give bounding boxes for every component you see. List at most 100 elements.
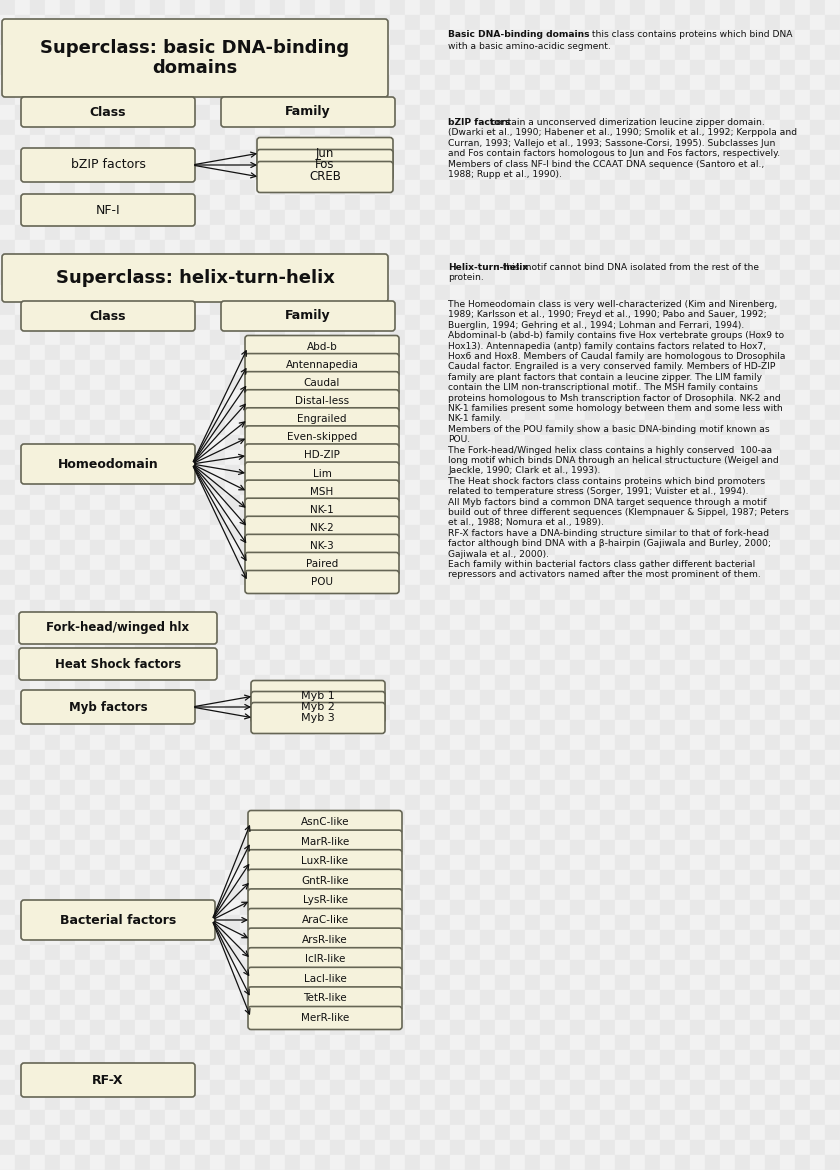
Bar <box>210 555 225 570</box>
Bar <box>180 255 195 270</box>
Bar <box>630 510 645 525</box>
Bar <box>465 945 480 961</box>
Bar <box>585 225 600 240</box>
Bar <box>720 720 735 735</box>
Bar <box>45 300 60 315</box>
Bar <box>765 345 780 360</box>
Bar <box>615 885 630 900</box>
Bar <box>480 44 495 60</box>
Bar <box>525 60 540 75</box>
Bar <box>795 105 810 121</box>
Bar <box>150 645 165 660</box>
Bar <box>825 44 840 60</box>
Bar <box>480 60 495 75</box>
Bar <box>360 345 375 360</box>
Bar <box>285 510 300 525</box>
Bar <box>495 1020 510 1035</box>
Bar <box>420 360 435 376</box>
Bar <box>360 1126 375 1140</box>
Bar <box>180 541 195 555</box>
Bar <box>345 945 360 961</box>
Bar <box>795 1020 810 1035</box>
Bar <box>600 629 615 645</box>
Bar <box>180 345 195 360</box>
Bar <box>750 195 765 209</box>
Bar <box>30 180 45 195</box>
Bar <box>750 1126 765 1140</box>
Bar <box>675 629 690 645</box>
Bar <box>705 885 720 900</box>
Bar <box>735 390 750 405</box>
Bar <box>630 555 645 570</box>
Bar <box>540 961 555 975</box>
Bar <box>750 60 765 75</box>
Bar <box>555 706 570 720</box>
Bar <box>510 285 525 300</box>
Bar <box>495 885 510 900</box>
Bar <box>390 570 405 585</box>
Bar <box>135 1110 150 1126</box>
Bar <box>0 945 15 961</box>
Bar <box>285 300 300 315</box>
Bar <box>495 600 510 615</box>
Bar <box>735 585 750 600</box>
Bar <box>825 300 840 315</box>
Bar <box>750 825 765 840</box>
Bar <box>810 105 825 121</box>
Bar <box>135 360 150 376</box>
Bar <box>255 105 270 121</box>
Bar <box>690 840 705 855</box>
Bar <box>675 121 690 135</box>
Bar <box>675 645 690 660</box>
Bar <box>795 780 810 794</box>
Bar <box>210 660 225 675</box>
Bar <box>270 285 285 300</box>
Bar <box>360 961 375 975</box>
Bar <box>585 195 600 209</box>
Bar <box>420 915 435 930</box>
Bar <box>360 0 375 15</box>
Text: Bacterial factors: Bacterial factors <box>60 914 176 927</box>
Bar <box>300 435 315 450</box>
Bar <box>540 765 555 780</box>
Bar <box>510 1020 525 1035</box>
Bar <box>630 121 645 135</box>
Bar <box>720 690 735 706</box>
Bar <box>0 420 15 435</box>
Bar <box>735 450 750 464</box>
Bar <box>30 706 45 720</box>
Bar <box>765 435 780 450</box>
Bar <box>735 945 750 961</box>
Bar <box>120 541 135 555</box>
Bar <box>405 121 420 135</box>
Bar <box>675 735 690 750</box>
Bar <box>315 44 330 60</box>
Bar <box>555 780 570 794</box>
Bar <box>585 285 600 300</box>
Bar <box>780 780 795 794</box>
Bar <box>330 1126 345 1140</box>
Bar <box>240 541 255 555</box>
Bar <box>420 720 435 735</box>
Bar <box>540 1020 555 1035</box>
Bar <box>510 44 525 60</box>
Bar <box>60 121 75 135</box>
Bar <box>675 690 690 706</box>
Bar <box>810 735 825 750</box>
Bar <box>735 15 750 30</box>
Bar <box>825 165 840 180</box>
Bar <box>75 990 90 1005</box>
Bar <box>585 255 600 270</box>
Bar <box>810 405 825 420</box>
Bar <box>165 541 180 555</box>
Bar <box>180 390 195 405</box>
Bar <box>45 675 60 690</box>
Bar <box>60 270 75 285</box>
Bar <box>195 450 210 464</box>
Bar <box>480 510 495 525</box>
Bar <box>540 900 555 915</box>
Bar <box>345 330 360 345</box>
Bar <box>345 615 360 629</box>
Bar <box>405 75 420 90</box>
Bar <box>240 735 255 750</box>
